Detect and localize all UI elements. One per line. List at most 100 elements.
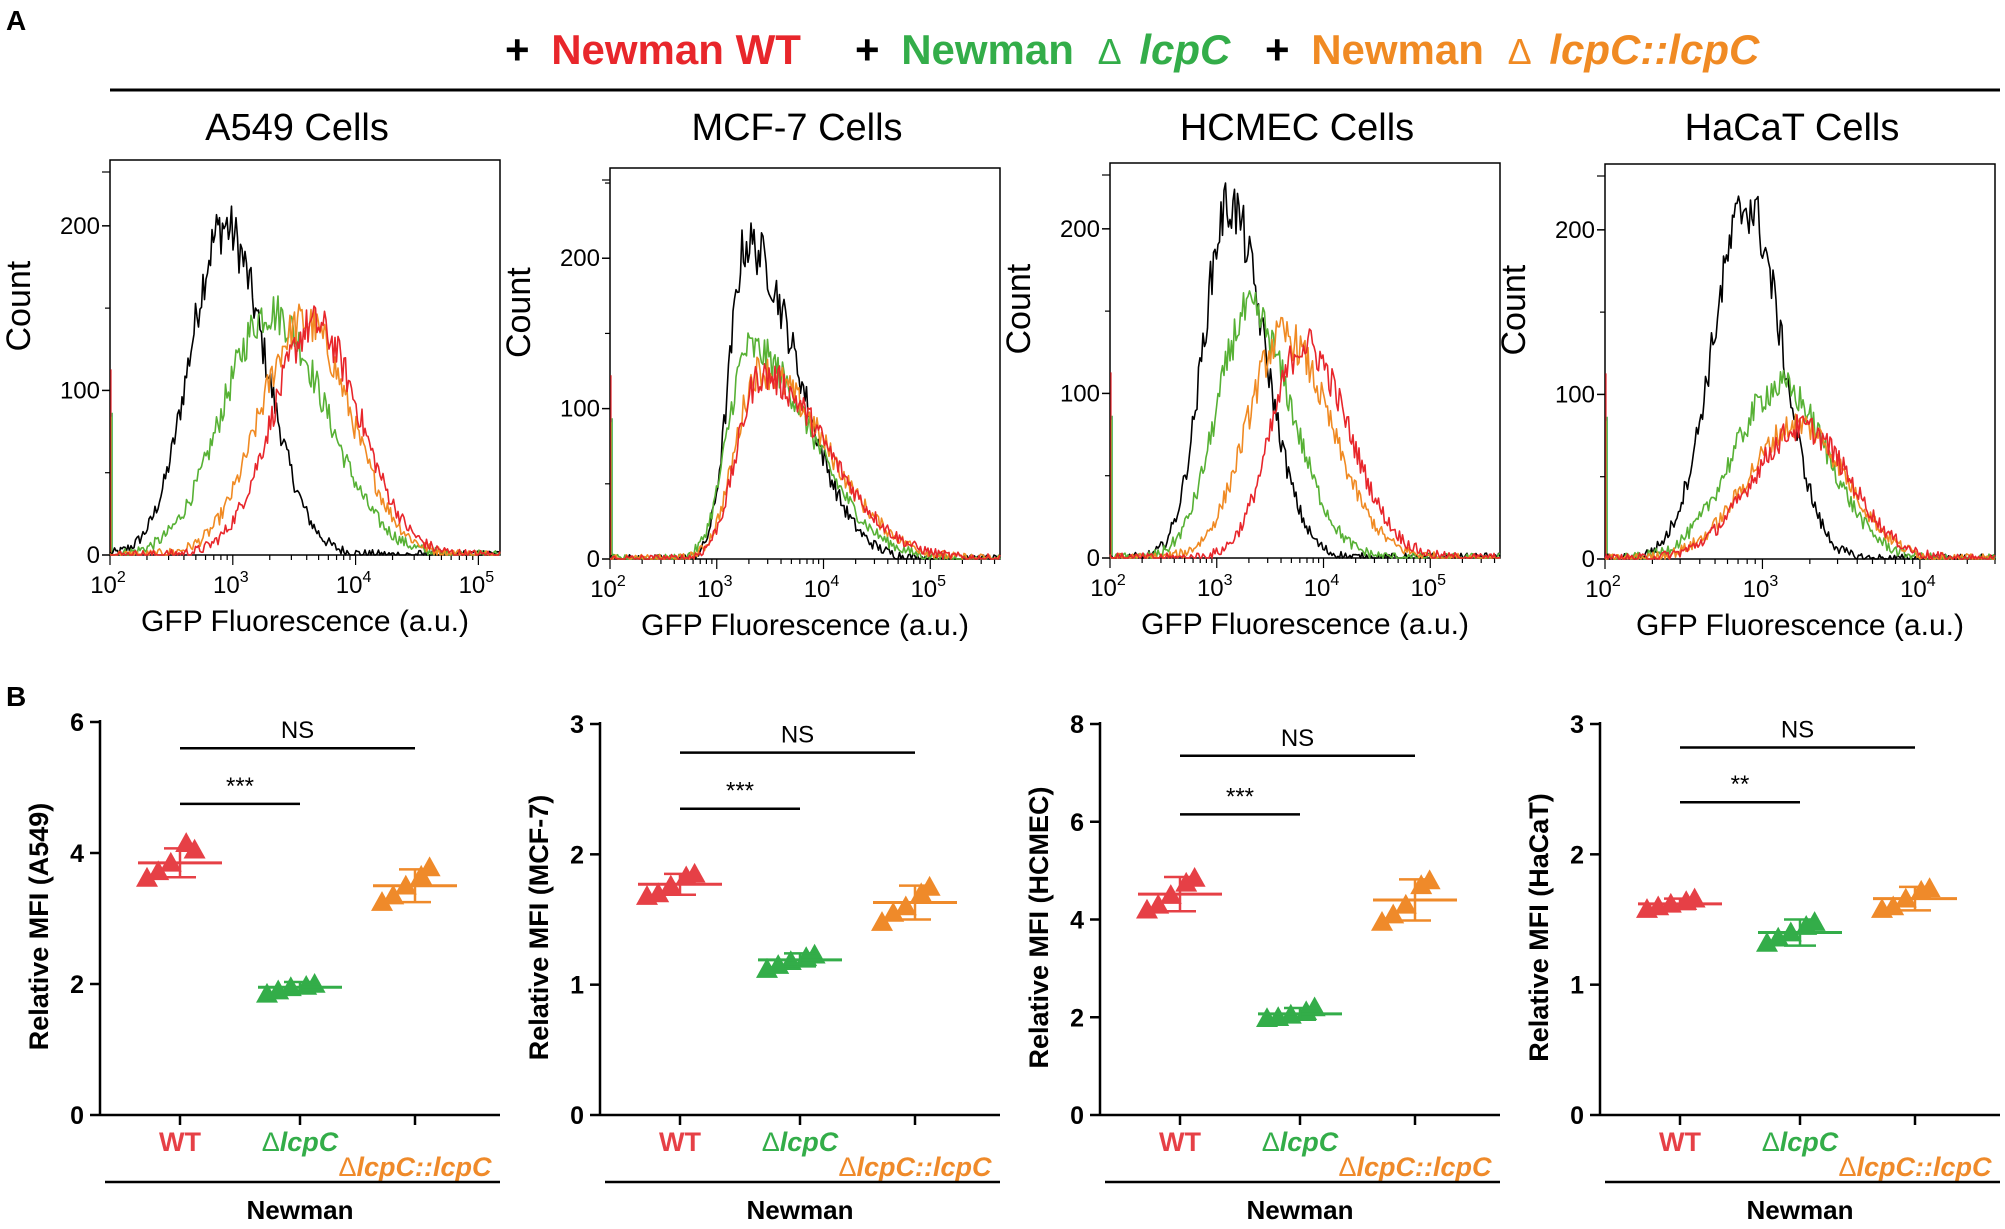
category-name: WT [159,1127,201,1157]
x-tick-exponent: 2 [1612,573,1621,590]
x-tick-label: 103 [1197,572,1233,602]
legend-comp-prefix: Newman [1311,26,1484,73]
y-tick-label: 0 [1582,546,1595,573]
y-tick-label: 100 [1060,380,1100,407]
x-tick-exponent: 4 [1330,572,1339,589]
x-axis-label: GFP Fluorescence (a.u.) [1636,609,1964,642]
y-tick-label: 200 [1555,217,1595,244]
y-tick-label: 0 [1087,545,1100,572]
x-tick-base: 10 [910,576,937,603]
legend-mutant-gene: lcpC [1139,26,1231,73]
x-tick-base: 10 [213,572,240,599]
significance-label: NS [281,717,314,744]
x-category-label: WT [1159,1127,1201,1157]
plot-frame [609,167,1001,560]
x-tick-exponent: 5 [485,569,494,586]
histogram-series-control [109,205,501,556]
category-delta: Δ [338,1152,356,1182]
category-name: lcpC::lcpC [1357,1152,1493,1182]
y-tick-label: 0 [1070,1102,1084,1130]
x-tick-label: 104 [1304,572,1340,602]
y-tick-label: 0 [87,542,100,569]
y-axis-label: Count [1000,263,1038,354]
data-point [382,884,405,905]
histogram-series-ΔlcpC [1605,369,1996,560]
y-tick-label: 2 [570,841,584,869]
histogram-series-control [1109,182,1501,559]
data-point [147,860,170,881]
x-tick-label: 104 [804,573,840,603]
y-tick-label: 2 [1070,1004,1084,1032]
data-point [1647,895,1670,916]
x-category-label: WT [1659,1127,1701,1157]
significance-label: NS [1781,716,1814,743]
category-name: WT [1159,1127,1201,1157]
x-category-label: ΔlcpC::lcpC [1838,1152,1992,1182]
y-tick-label: 6 [70,709,84,737]
y-tick-label: 200 [560,245,600,272]
category-name: lcpC::lcpC [857,1152,993,1182]
x-tick-base: 10 [1410,575,1437,602]
x-tick-base: 10 [1743,576,1770,603]
y-tick-label: 6 [1070,809,1084,837]
category-delta: Δ [762,1127,780,1157]
histogram-series-control [1604,195,1996,560]
category-name: lcpC [780,1127,839,1157]
y-axis-label: Relative MFI (HaCaT) [1524,793,1554,1062]
histogram-series-WT [610,363,1001,560]
plot-frame [109,159,501,556]
histogram-series-ΔlcpC [610,332,1001,560]
x-tick-exponent: 4 [362,569,371,586]
data-point [894,895,917,916]
plot-title: HaCaT Cells [1685,107,1900,149]
x-tick-exponent: 5 [1437,572,1446,589]
y-tick-label: 0 [587,546,600,573]
x-tick-base: 10 [1900,576,1927,603]
x-tick-base: 10 [1090,575,1117,602]
significance-label: NS [1281,725,1314,752]
group-label: Newman [1247,1195,1354,1225]
x-tick-base: 10 [459,572,486,599]
x-category-label: ΔlcpC::lcpC [838,1152,992,1182]
x-tick-exponent: 3 [724,573,733,590]
y-tick-label: 8 [1070,711,1084,739]
histogram-2: MCF-7 Cells GFP Fluorescence (a.u.) Count 0… [500,107,1001,642]
x-tick-label: 102 [1585,573,1621,603]
x-tick-label: 104 [1900,573,1936,603]
legend: + Newman WT + Newman Δ lcpC + Newman Δ l… [505,26,1760,73]
x-tick-base: 10 [90,572,117,599]
significance-label: *** [226,773,254,800]
data-point [1267,1006,1290,1027]
x-tick-exponent: 3 [1224,572,1233,589]
histogram-series-ΔlcpC::lcpC [109,303,501,556]
x-axis-label: GFP Fluorescence (a.u.) [141,605,469,638]
x-tick-base: 10 [1197,575,1224,602]
histogram-series-control [609,222,1001,560]
y-tick-label: 0 [570,1102,584,1130]
x-category-label: ΔlcpC [762,1127,839,1157]
category-name: lcpC::lcpC [357,1152,493,1182]
data-point [871,911,893,931]
x-tick-label: 103 [213,569,249,599]
group-label: Newman [747,1195,854,1225]
y-tick-label: 2 [1570,841,1584,869]
significance-label: NS [781,722,814,749]
y-tick-label: 200 [1060,216,1100,243]
x-tick-label: 105 [459,569,495,599]
data-point [1767,926,1790,947]
category-name: lcpC [280,1127,339,1157]
significance-label: *** [1226,783,1254,810]
y-tick-label: 0 [70,1102,84,1130]
category-delta: Δ [262,1127,280,1157]
category-delta: Δ [838,1152,856,1182]
category-delta: Δ [1762,1127,1780,1157]
x-tick-label: 103 [697,573,733,603]
plot-title: A549 Cells [205,107,389,149]
significance-label: *** [726,778,754,805]
data-point [371,891,393,911]
y-tick-label: 2 [70,971,84,999]
data-point [1147,893,1170,914]
x-tick-label: 103 [1743,573,1779,603]
x-tick-base: 10 [1304,575,1331,602]
